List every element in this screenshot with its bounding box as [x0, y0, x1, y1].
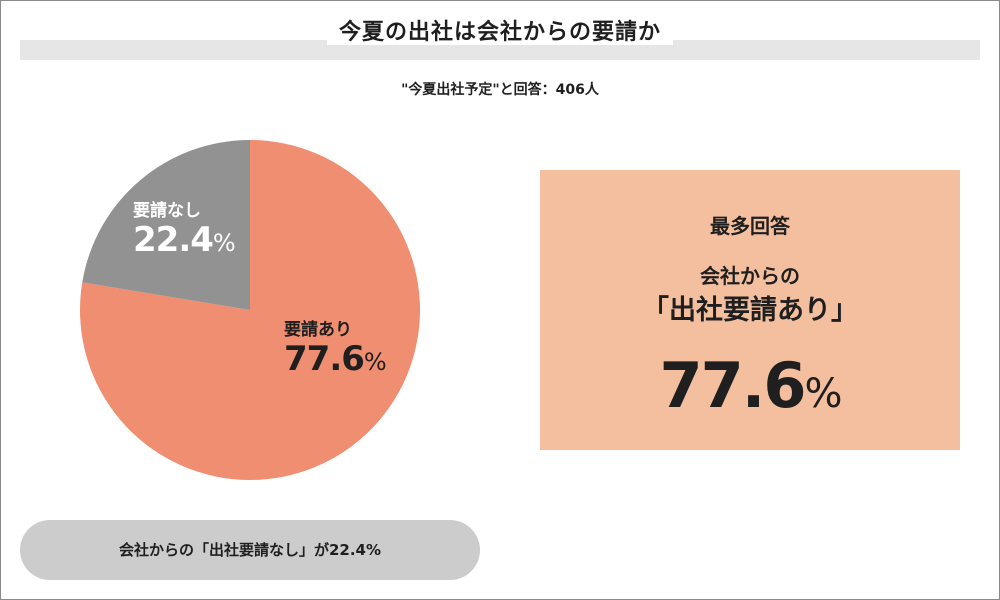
slice-value: 22.4%: [133, 220, 236, 260]
top-answer-box: 最多回答 会社からの 「出社要請あり」 77.6%: [540, 170, 960, 450]
chart-title-text: 今夏の出社は会社からの要請か: [326, 20, 673, 45]
slice-label-no-request: 要請なし 22.4%: [133, 201, 236, 262]
pie-slice-no-request: [82, 140, 250, 310]
top-answer-heading: 最多回答: [710, 214, 790, 238]
top-answer-line2: 「出社要請あり」: [642, 295, 858, 326]
pie-slice-request: [80, 140, 420, 480]
note-pill: 会社からの「出社要請なし」が22.4%: [20, 520, 480, 580]
slice-value: 77.6%: [284, 339, 387, 379]
slice-name: 要請あり: [284, 320, 352, 340]
slice-name: 要請なし: [133, 201, 201, 221]
pie-chart: [80, 140, 420, 480]
title-band: [20, 40, 980, 60]
top-answer-value: 77.6%: [659, 349, 843, 422]
top-answer-line1: 会社からの: [700, 264, 800, 288]
slice-label-request: 要請あり 77.6%: [284, 320, 387, 381]
chart-subtitle: "今夏出社予定"と回答：406人: [401, 82, 599, 98]
chart-title: 今夏の出社は会社からの要請か: [0, 14, 1000, 46]
